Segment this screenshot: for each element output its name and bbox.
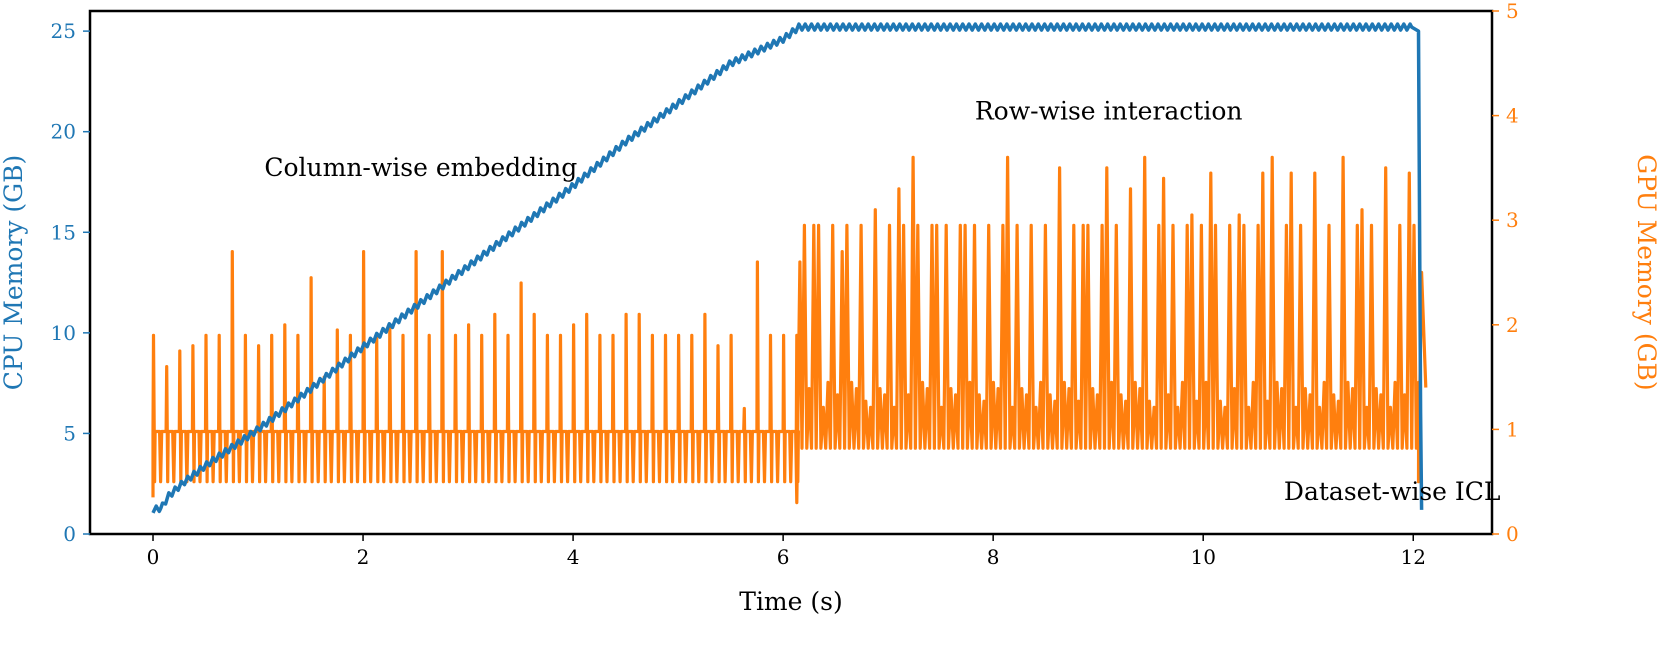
y-left-tick-label: 25 [51,19,76,43]
x-tick-label: 6 [777,545,790,569]
x-tick-label: 4 [567,545,580,569]
x-tick-label: 12 [1401,545,1426,569]
cpu-memory-line [151,22,1424,514]
x-tick-label: 8 [987,545,1000,569]
y-left-tick-label: 20 [51,120,76,144]
y-left-tick-label: 5 [63,421,76,445]
series-layer [151,22,1428,514]
y-left-tick-label: 15 [51,220,76,244]
x-tick-label: 10 [1190,545,1215,569]
y-right-tick-label: 0 [1506,522,1519,546]
y-left-tick-label: 10 [51,321,76,345]
annotation-label: Dataset-wise ICL [1284,477,1501,506]
y-right-tick-label: 4 [1506,104,1519,128]
y-right-axis-title: GPU Memory (GB) [1632,154,1661,390]
y-right-tick-label: 2 [1506,313,1519,337]
x-tick-label: 2 [357,545,370,569]
plot-frame [88,9,1494,536]
annotation-layer: Column-wise embedding Row-wise interactio… [264,97,1500,506]
y-left-tick-label: 0 [63,522,76,546]
x-tick-label: 0 [147,545,160,569]
y-right-tick-label: 5 [1506,0,1519,23]
annotation-label: Row-wise interaction [975,97,1243,126]
y-right-tick-label: 1 [1506,417,1519,441]
gpu-memory-line [151,155,1428,505]
annotation-label: Column-wise embedding [264,153,577,182]
y-right-tick-label: 3 [1506,208,1519,232]
y-left-axis-title: CPU Memory (GB) [0,155,28,391]
x-axis-title: Time (s) [739,587,842,616]
